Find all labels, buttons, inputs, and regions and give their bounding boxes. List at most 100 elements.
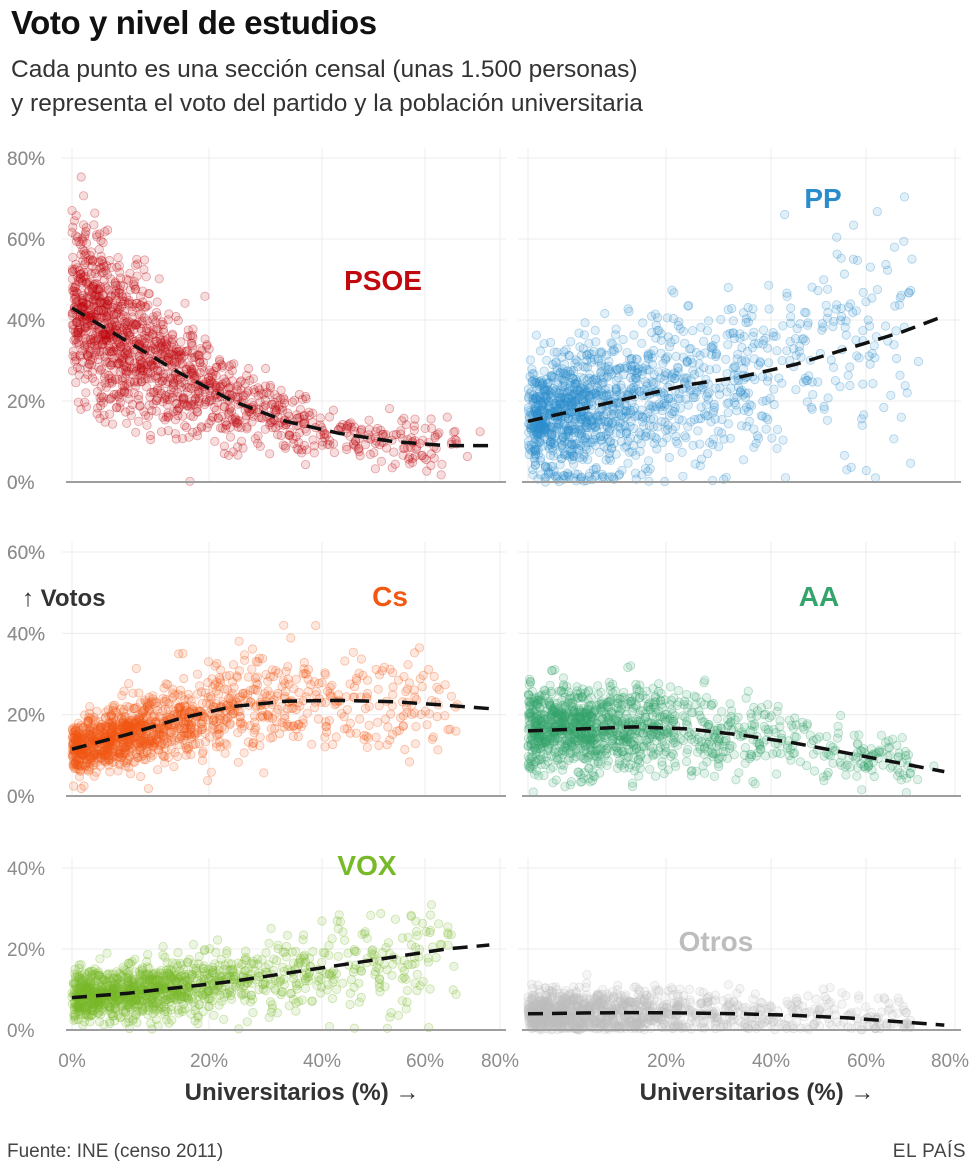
data-point bbox=[121, 312, 131, 322]
data-point bbox=[81, 299, 91, 309]
data-point bbox=[112, 358, 122, 368]
data-point bbox=[449, 427, 459, 437]
data-point bbox=[287, 397, 298, 407]
data-point bbox=[96, 255, 106, 265]
data-point bbox=[529, 453, 539, 463]
data-point bbox=[92, 409, 102, 419]
data-point bbox=[345, 718, 355, 729]
data-point bbox=[134, 390, 144, 401]
data-point bbox=[762, 376, 773, 386]
data-point bbox=[209, 725, 219, 735]
data-point bbox=[722, 398, 732, 409]
data-point bbox=[96, 400, 106, 411]
data-point bbox=[297, 445, 307, 455]
data-point bbox=[190, 352, 200, 362]
data-point bbox=[221, 671, 231, 681]
data-point bbox=[171, 721, 181, 731]
data-point bbox=[660, 368, 671, 378]
data-point bbox=[240, 655, 250, 665]
data-point bbox=[78, 290, 88, 301]
data-point bbox=[294, 687, 304, 698]
data-point bbox=[308, 435, 318, 445]
data-point bbox=[422, 720, 432, 730]
data-point bbox=[188, 427, 198, 437]
data-point bbox=[119, 385, 129, 395]
data-point bbox=[558, 374, 568, 384]
data-point bbox=[173, 387, 183, 398]
data-point bbox=[306, 679, 316, 690]
data-point bbox=[247, 417, 257, 427]
y-tick-label: 80% bbox=[7, 149, 45, 170]
data-point bbox=[146, 361, 156, 371]
data-point bbox=[317, 678, 327, 688]
data-point bbox=[106, 306, 116, 316]
data-point bbox=[237, 724, 247, 734]
data-point bbox=[115, 397, 126, 408]
data-point bbox=[291, 704, 301, 715]
data-point bbox=[736, 421, 747, 431]
data-point bbox=[77, 751, 87, 761]
data-point bbox=[96, 364, 107, 374]
data-point bbox=[267, 399, 278, 409]
data-point bbox=[131, 427, 141, 437]
data-point bbox=[155, 334, 165, 344]
data-point bbox=[872, 207, 882, 217]
data-point bbox=[124, 702, 134, 712]
data-point bbox=[87, 287, 98, 297]
data-point bbox=[71, 355, 81, 365]
data-point bbox=[152, 396, 162, 406]
data-point bbox=[324, 435, 335, 446]
data-point bbox=[187, 338, 197, 349]
data-point bbox=[186, 330, 196, 341]
data-point bbox=[223, 409, 233, 419]
data-point bbox=[772, 424, 783, 435]
data-point bbox=[704, 387, 714, 398]
data-point bbox=[723, 419, 734, 429]
data-point bbox=[82, 349, 92, 359]
data-point bbox=[68, 282, 78, 292]
data-point bbox=[716, 314, 726, 325]
data-point bbox=[113, 305, 123, 315]
data-point bbox=[217, 379, 227, 389]
data-point bbox=[857, 785, 867, 795]
data-point bbox=[99, 307, 109, 317]
data-point bbox=[265, 449, 275, 459]
data-point bbox=[85, 348, 95, 358]
data-point bbox=[750, 779, 760, 789]
data-point bbox=[596, 361, 606, 371]
data-point bbox=[387, 463, 397, 473]
data-point bbox=[743, 406, 754, 417]
data-point bbox=[194, 398, 204, 408]
data-point bbox=[215, 354, 225, 365]
data-point bbox=[173, 751, 183, 762]
data-point bbox=[567, 445, 577, 455]
data-point bbox=[869, 341, 879, 351]
data-point bbox=[96, 396, 106, 406]
data-point bbox=[342, 442, 352, 452]
data-point bbox=[604, 389, 614, 400]
data-point bbox=[780, 209, 790, 220]
data-point bbox=[80, 374, 90, 384]
data-point bbox=[381, 443, 392, 453]
data-point bbox=[764, 358, 774, 368]
data-point bbox=[899, 236, 909, 246]
data-point bbox=[203, 677, 213, 688]
data-point bbox=[601, 455, 611, 465]
data-point bbox=[99, 267, 109, 277]
data-point bbox=[159, 724, 169, 735]
data-point bbox=[139, 264, 149, 275]
data-point bbox=[120, 349, 130, 359]
data-point bbox=[299, 440, 309, 451]
data-point bbox=[89, 280, 99, 290]
data-point bbox=[87, 745, 97, 756]
data-point bbox=[904, 288, 914, 298]
data-point bbox=[254, 404, 264, 414]
data-point bbox=[351, 441, 361, 451]
data-point bbox=[214, 382, 224, 392]
data-point bbox=[115, 403, 125, 413]
data-point bbox=[440, 680, 450, 690]
data-point bbox=[761, 412, 771, 423]
data-point bbox=[585, 437, 595, 447]
data-point bbox=[81, 402, 92, 412]
